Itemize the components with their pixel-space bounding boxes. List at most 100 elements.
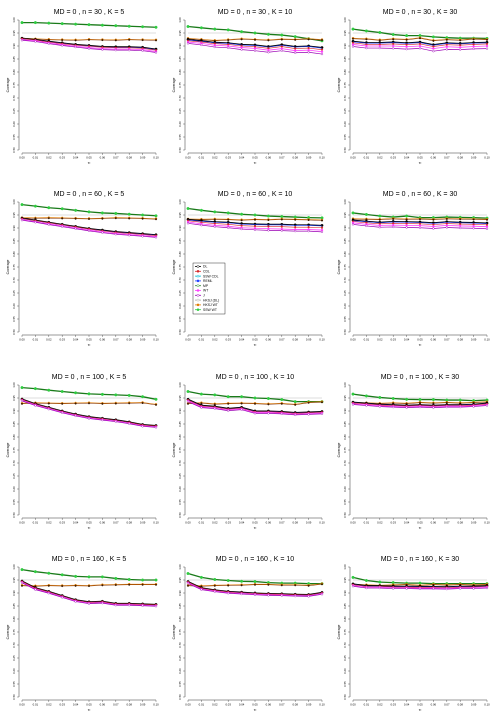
series-point-cdl: [320, 48, 324, 51]
x-axis-label: τ²: [419, 343, 422, 347]
series-point-top: [87, 575, 91, 579]
x-tick-label: 0.04: [239, 521, 245, 525]
x-tick-label: 0.04: [73, 156, 79, 160]
y-tick-label: 0.80: [178, 69, 182, 75]
series-point-jj: [47, 408, 50, 411]
series-point-flat: [141, 39, 144, 42]
series-point-top: [253, 580, 257, 584]
x-axis-label: τ²: [419, 161, 422, 165]
x-tick-label: 0.06: [100, 703, 106, 707]
series-point-flat: [472, 218, 475, 221]
series-point-flat: [267, 219, 270, 222]
series-point-top: [100, 575, 104, 579]
series-point-flat: [280, 218, 283, 221]
series-point-top: [60, 22, 64, 26]
series-point-jj: [101, 602, 104, 605]
y-tick-label: 0.55: [343, 316, 347, 322]
series-point-wt: [320, 228, 324, 232]
y-tick-label: 0.90: [12, 408, 16, 414]
legend-label: WT: [203, 289, 208, 293]
legend-label: DL: [203, 265, 207, 269]
series-point-jj: [253, 228, 257, 231]
legend-label: HKSJ WT: [203, 303, 218, 307]
series-point-flat: [61, 402, 64, 405]
series-point-jj: [418, 47, 422, 50]
series-point-jj: [186, 42, 190, 45]
series-point-top: [240, 30, 244, 34]
series-point-jj: [34, 404, 37, 407]
series-point-jj: [20, 399, 24, 402]
legend-label: HKSJ (DL): [203, 298, 219, 302]
series-point-top: [280, 398, 284, 402]
series-point-jj: [213, 45, 216, 49]
y-tick-label: 0.50: [343, 147, 347, 153]
panel-11: MD = 0 , n = 160 , K = 10 0.50 0.55 0.60 0.6…: [172, 556, 325, 712]
y-tick-label: 0.75: [178, 447, 182, 453]
x-tick-label: 0.03: [59, 703, 65, 707]
y-tick-label: 0.85: [12, 603, 16, 609]
series-point-jj: [128, 604, 131, 607]
y-tick-label: 0.60: [178, 486, 182, 492]
y-tick-label: 0.95: [178, 577, 182, 583]
y-tick-label: 0.75: [343, 264, 347, 270]
y-tick-label: 0.50: [343, 694, 347, 700]
series-point-jj: [378, 226, 381, 229]
panel-title: MD = 0 , n = 100 , K = 5: [52, 374, 127, 381]
series-point-jj: [141, 425, 144, 428]
y-tick-label: 0.75: [12, 264, 16, 270]
series-point-jj: [20, 581, 24, 584]
series-point-top: [74, 208, 78, 212]
y-tick-label: 0.90: [178, 590, 182, 596]
legend-marker: [196, 279, 200, 283]
series-point-wt: [485, 225, 489, 228]
series-point-jj: [351, 45, 355, 48]
series-point-jj: [320, 52, 324, 56]
series-point-top: [391, 33, 395, 37]
x-tick-label: 0.01: [33, 703, 39, 707]
x-tick-label: 0.01: [364, 703, 370, 707]
series-point-flat: [200, 402, 203, 405]
x-tick-label: 0.10: [319, 703, 325, 707]
series-point-top: [114, 211, 118, 215]
series-point-cdl: [280, 45, 283, 48]
series-point-jj: [405, 226, 408, 229]
y-axis-label: Coverage: [6, 443, 10, 458]
series-point-cdl: [472, 43, 475, 46]
series-point-jj: [141, 49, 144, 52]
x-tick-label: 0.03: [390, 338, 396, 342]
x-tick-label: 0.02: [46, 521, 52, 525]
y-tick-label: 0.65: [178, 290, 182, 296]
series-point-jj: [307, 51, 310, 54]
series-point-cdl: [294, 226, 297, 229]
panel-title: MD = 0 , n = 30 , K = 5: [54, 9, 125, 16]
series-point-jj: [320, 230, 324, 233]
series-point-wt: [472, 45, 475, 48]
series-point-flat: [445, 217, 448, 220]
series-point-jj: [61, 596, 64, 599]
series-point-top: [141, 578, 145, 582]
legend-marker: [196, 289, 200, 292]
series-point-jj: [253, 49, 257, 52]
y-tick-label: 0.50: [178, 147, 182, 153]
y-tick-label: 0.90: [178, 408, 182, 414]
series-point-wt: [253, 47, 257, 50]
x-tick-label: 0.01: [364, 156, 370, 160]
series-point-jj: [61, 225, 64, 228]
series-point-jj: [87, 229, 91, 232]
y-tick-label: 0.70: [343, 277, 347, 283]
series-point-wt: [378, 44, 381, 48]
series-point-top: [186, 390, 190, 394]
series-point-top: [405, 397, 409, 401]
y-tick-label: 0.80: [178, 434, 182, 440]
series-point-top: [199, 575, 203, 579]
legend-marker: [196, 303, 200, 307]
x-tick-label: 0.09: [306, 521, 312, 525]
series-point-flat: [405, 218, 408, 221]
x-tick-label: 0.10: [484, 156, 490, 160]
series-point-flat: [21, 402, 24, 405]
series-point-jj: [34, 40, 37, 43]
series-point-flat: [280, 584, 283, 587]
series-point-flat: [114, 402, 117, 405]
y-tick-label: 0.75: [12, 629, 16, 635]
